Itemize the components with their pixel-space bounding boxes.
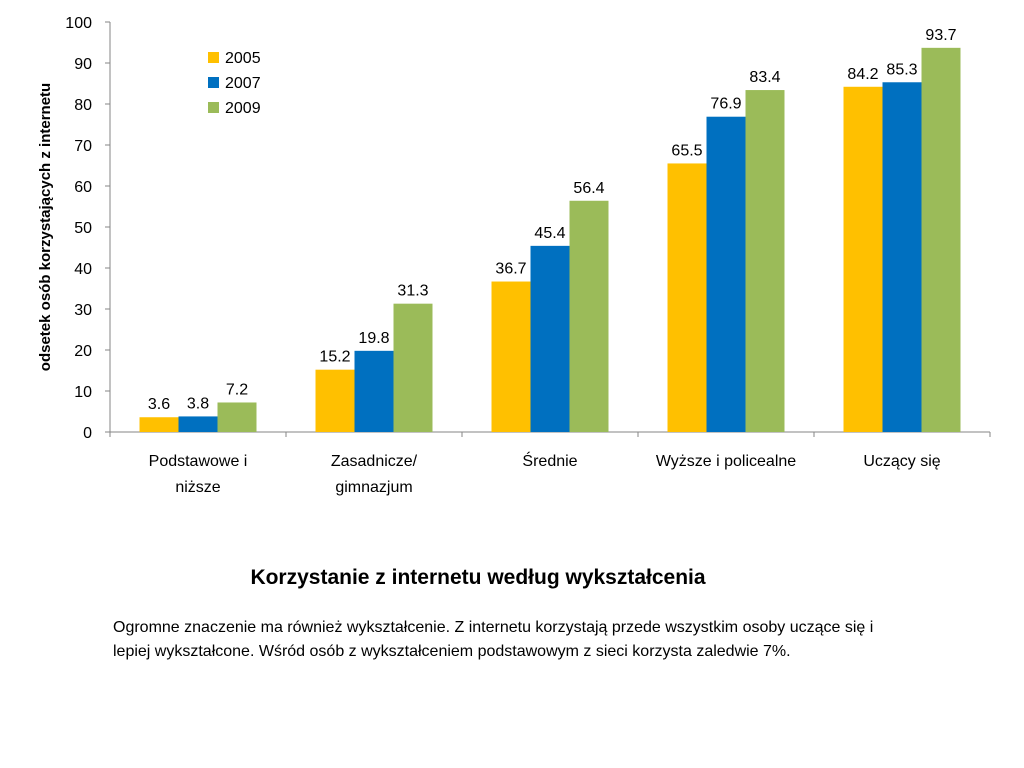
bar bbox=[178, 416, 218, 432]
data-label: 3.8 bbox=[187, 395, 209, 412]
bar bbox=[667, 163, 707, 432]
legend-label: 2005 bbox=[225, 50, 261, 67]
legend-label: 2009 bbox=[225, 100, 261, 117]
data-label: 76.9 bbox=[710, 96, 741, 113]
bar bbox=[882, 82, 922, 433]
bar bbox=[706, 116, 746, 433]
x-tick-label: niższe bbox=[175, 479, 220, 496]
data-label: 15.2 bbox=[319, 349, 350, 366]
bar bbox=[921, 47, 961, 433]
x-tick-label: gimnazjum bbox=[335, 479, 412, 496]
data-label: 93.7 bbox=[925, 27, 956, 44]
data-label: 84.2 bbox=[847, 66, 878, 83]
y-tick-label: 0 bbox=[83, 425, 92, 442]
bar bbox=[139, 417, 179, 432]
description-text: Ogromne znaczenie ma również wykształcen… bbox=[113, 619, 874, 660]
y-tick-label: 10 bbox=[74, 384, 92, 401]
bar-chart: 0 10 20 30 40 50 60 70 80 90 100 3.6 15.2 36.7 65.5 84.… bbox=[37, 15, 991, 496]
bar bbox=[843, 86, 883, 432]
bar bbox=[315, 369, 355, 432]
y-tick-label: 70 bbox=[74, 138, 92, 155]
y-tick-label: 100 bbox=[65, 15, 92, 32]
legend-swatch bbox=[208, 52, 219, 63]
data-label: 7.2 bbox=[226, 381, 248, 398]
y-axis-title: odsetek osób korzystających z internetu bbox=[37, 83, 54, 371]
data-label: 85.3 bbox=[886, 61, 917, 78]
y-tick-label: 50 bbox=[74, 220, 92, 237]
bar bbox=[217, 402, 257, 432]
x-tick-label: Wyższe i policealne bbox=[656, 453, 796, 470]
data-label: 3.6 bbox=[148, 396, 170, 413]
data-label: 19.8 bbox=[358, 330, 389, 347]
legend-label: 2007 bbox=[225, 75, 261, 92]
bar bbox=[745, 90, 785, 432]
legend-swatch bbox=[208, 102, 219, 113]
bar bbox=[491, 281, 531, 432]
page-title: Korzystanie z internetu według wykształc… bbox=[250, 566, 706, 589]
x-tick-label: Zasadnicze/ bbox=[331, 453, 418, 470]
legend-swatch bbox=[208, 77, 219, 88]
y-tick-label: 80 bbox=[74, 97, 92, 114]
bar bbox=[393, 303, 433, 432]
data-label: 45.4 bbox=[534, 225, 565, 242]
data-label: 83.4 bbox=[749, 69, 780, 86]
y-tick-label: 20 bbox=[74, 343, 92, 360]
bar bbox=[530, 245, 570, 432]
y-tick-label: 60 bbox=[74, 179, 92, 196]
y-tick-label: 90 bbox=[74, 56, 92, 73]
x-tick-label: Podstawowe i bbox=[149, 453, 248, 470]
x-tick-label: Uczący się bbox=[863, 453, 940, 470]
y-tick-label: 40 bbox=[74, 261, 92, 278]
x-tick-label: Średnie bbox=[522, 451, 577, 470]
data-label: 31.3 bbox=[397, 283, 428, 300]
data-label: 65.5 bbox=[671, 142, 702, 159]
data-label: 56.4 bbox=[573, 180, 604, 197]
y-tick-label: 30 bbox=[74, 302, 92, 319]
data-label: 36.7 bbox=[495, 261, 526, 278]
bar bbox=[569, 200, 609, 432]
bar bbox=[354, 350, 394, 432]
